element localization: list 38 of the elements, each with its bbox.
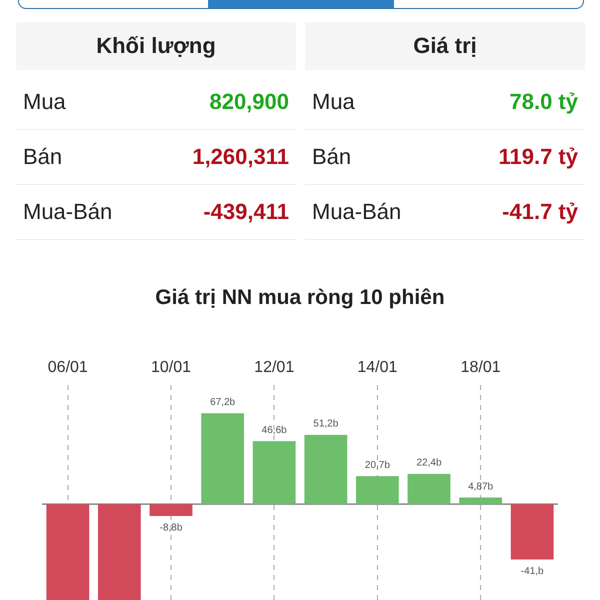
x-tick-label: 10/01 (150, 359, 192, 376)
data-label: 820,900 (209, 89, 289, 115)
bar (98, 504, 141, 600)
data-label: -41,b (520, 566, 544, 578)
x-tick-label: 14/01 (357, 359, 398, 376)
category-label: Bán (23, 144, 62, 169)
bar (304, 434, 348, 504)
category-label: Mua-Bán (312, 199, 402, 224)
data-label: 1,260,311 (192, 144, 289, 170)
data-label: 20,7b (364, 460, 390, 471)
chart-title: Giá trị NN mua ròng 10 phiên (155, 286, 445, 309)
text: Giá trị (413, 33, 477, 59)
bar (150, 504, 192, 516)
data-label: 51,2b (313, 418, 339, 430)
bar (201, 413, 244, 504)
data-label: 4,87b (468, 481, 494, 492)
text: Khối lượng (96, 33, 216, 59)
data-label: 22,4b (416, 458, 442, 469)
bar (510, 504, 554, 560)
data-label: 46,6b (262, 424, 288, 436)
bar (356, 476, 399, 504)
data-label: -439,411 (203, 199, 289, 225)
bar (46, 504, 90, 600)
bar (459, 498, 502, 504)
data-label: 67,2b (210, 397, 236, 408)
bar (408, 474, 450, 504)
bar (252, 441, 296, 504)
category-label: Mua-Bán (23, 199, 112, 225)
data-label: -8,8b (160, 522, 183, 534)
x-tick-label: 18/01 (460, 359, 501, 376)
data-label: -41.7 tỷ (502, 199, 578, 225)
category-label: Mua (312, 89, 355, 115)
category-label: Mua (23, 89, 66, 114)
x-tick-label: 06/01 (48, 359, 88, 376)
data-label: 78.0 tỷ (510, 89, 578, 115)
x-tick-label: 12/01 (254, 359, 294, 376)
data-label: 119.7 tỷ (498, 144, 578, 170)
category-label: Bán (312, 144, 352, 170)
